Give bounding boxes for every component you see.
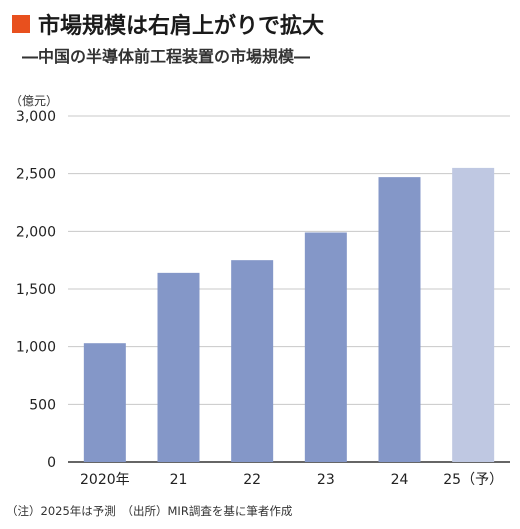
- title-marker: [12, 15, 30, 33]
- y-tick-label: 3,000: [16, 109, 56, 125]
- x-category-label: 2020年: [80, 472, 130, 488]
- bar: [378, 177, 421, 463]
- x-category-label: 25（予）: [443, 472, 503, 488]
- y-axis-ticks: 0 500 1,000 1,500 2,000 2,500 3,000: [16, 109, 56, 471]
- y-axis-unit: （億元）: [10, 94, 59, 108]
- chart-subtitle: ―中国の半導体前工程装置の市場規模―: [22, 47, 311, 66]
- bar: [452, 167, 495, 462]
- bars: [83, 167, 495, 463]
- bar: [304, 232, 347, 462]
- chart-title: 市場規模は右肩上がりで拡大: [38, 14, 325, 39]
- bar: [231, 260, 274, 462]
- y-tick-label: 1,000: [16, 340, 56, 356]
- bar: [157, 272, 200, 462]
- y-tick-label: 2,500: [16, 167, 56, 183]
- footnote: （注）2025年は予測 （出所）MIR調査を基に筆者作成: [6, 504, 293, 518]
- y-tick-label: 1,500: [16, 282, 56, 298]
- x-category-label: 23: [317, 472, 335, 488]
- grid-lines: [68, 115, 510, 463]
- x-category-label: 22: [243, 472, 261, 488]
- x-category-label: 21: [170, 472, 188, 488]
- y-tick-label: 0: [47, 455, 56, 471]
- y-tick-label: 2,000: [16, 224, 56, 240]
- bar: [83, 343, 126, 462]
- y-tick-label: 500: [29, 397, 56, 413]
- x-category-label: 24: [391, 472, 409, 488]
- x-axis-labels: 2020年 21 22 23 24 25（予）: [80, 472, 503, 488]
- title-row: 市場規模は右肩上がりで拡大: [12, 8, 324, 40]
